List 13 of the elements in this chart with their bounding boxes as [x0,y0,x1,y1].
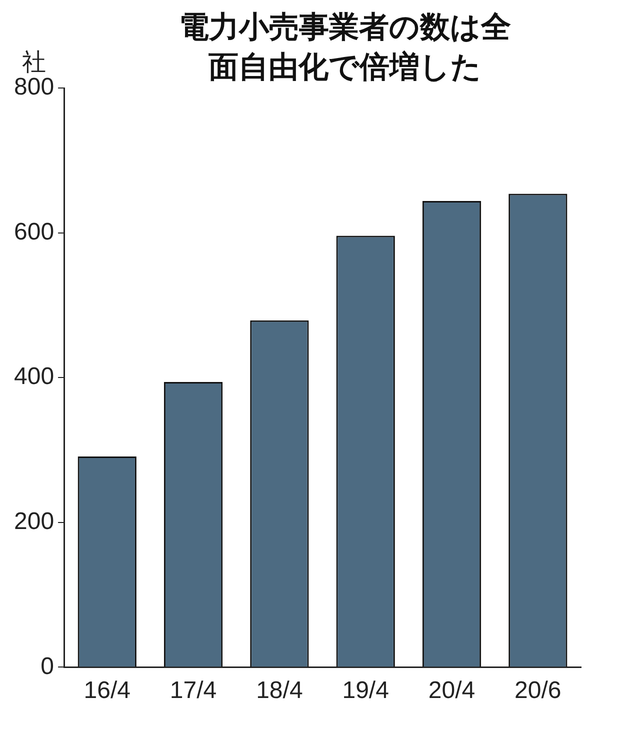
x-tick-label: 18/4 [256,677,303,704]
y-axis-title: 社 [22,48,46,76]
x-tick-label: 17/4 [170,677,217,704]
x-tick-label: 20/6 [514,677,562,704]
y-tick-label: 600 [14,218,54,246]
y-tick-label: 800 [14,74,54,101]
x-tick-label: 16/4 [84,677,130,704]
y-tick-label: 400 [14,363,54,390]
x-tick-label: 19/4 [342,677,389,704]
y-tick-label: 0 [40,652,54,680]
chart-title: 電力小売事業者の数は全面自由化で倍増した [179,10,511,85]
x-tick-label: 20/4 [428,677,476,704]
y-tick-label: 200 [14,508,54,536]
